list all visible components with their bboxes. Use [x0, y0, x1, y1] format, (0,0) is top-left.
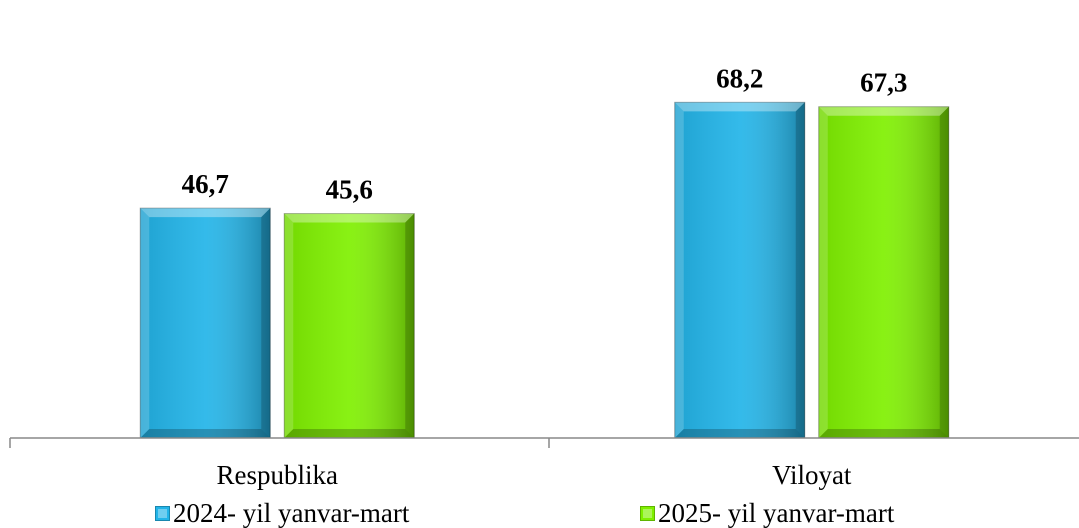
legend-item-2024: 2024- yil yanvar-mart — [155, 498, 409, 528]
legend-swatch-2025 — [640, 505, 655, 521]
bar-bevel-top — [284, 213, 415, 223]
bar-bevel-top — [818, 106, 949, 116]
bar-bevel-top — [674, 102, 805, 112]
bar-bevel-right — [795, 102, 805, 438]
bar-shade — [674, 102, 805, 438]
bar-bevel-right — [405, 213, 415, 438]
bar-bevel-bottom — [818, 429, 949, 438]
bar-bevel-bottom — [140, 429, 271, 438]
bar-shade — [140, 208, 271, 438]
bar-bevel-right — [261, 208, 271, 438]
bar-chart: 46,7 45,6 Respublika 68,2 67,3 Viloyat — [9, 63, 1079, 490]
bar-bevel-left — [140, 208, 150, 438]
legend-label-2024: 2024- yil yanvar-mart — [173, 498, 410, 528]
data-label-2025-viloyat: 67,3 — [860, 68, 907, 98]
legend-swatch-2024 — [155, 505, 170, 521]
data-label-2025-respublika: 45,6 — [326, 175, 373, 205]
data-label-2024-viloyat: 68,2 — [716, 63, 763, 93]
legend-item-2025: 2025- yil yanvar-mart — [640, 498, 894, 528]
bar-shade — [284, 213, 415, 438]
bar-shade — [818, 106, 949, 439]
legend: 2024- yil yanvar-mart 2025- yil yanvar-m… — [0, 498, 1079, 528]
category-label-respublika: Respublika — [217, 460, 339, 490]
bar-bevel-left — [818, 106, 828, 439]
bar-bevel-right — [939, 106, 949, 439]
bar-bevel-bottom — [284, 429, 415, 438]
bar-bevel-left — [674, 102, 684, 438]
legend-label-2025: 2025- yil yanvar-mart — [658, 498, 895, 528]
bar-bevel-left — [284, 213, 294, 438]
bar-bevel-bottom — [674, 429, 805, 438]
bar-bevel-top — [140, 208, 271, 218]
data-label-2024-respublika: 46,7 — [182, 169, 229, 199]
category-label-viloyat: Viloyat — [772, 460, 852, 490]
